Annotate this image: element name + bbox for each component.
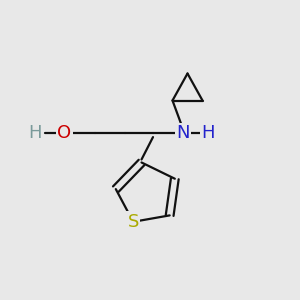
Text: H: H	[202, 124, 215, 142]
Text: O: O	[57, 124, 72, 142]
Text: S: S	[128, 213, 139, 231]
Text: H: H	[28, 124, 41, 142]
Text: N: N	[176, 124, 190, 142]
